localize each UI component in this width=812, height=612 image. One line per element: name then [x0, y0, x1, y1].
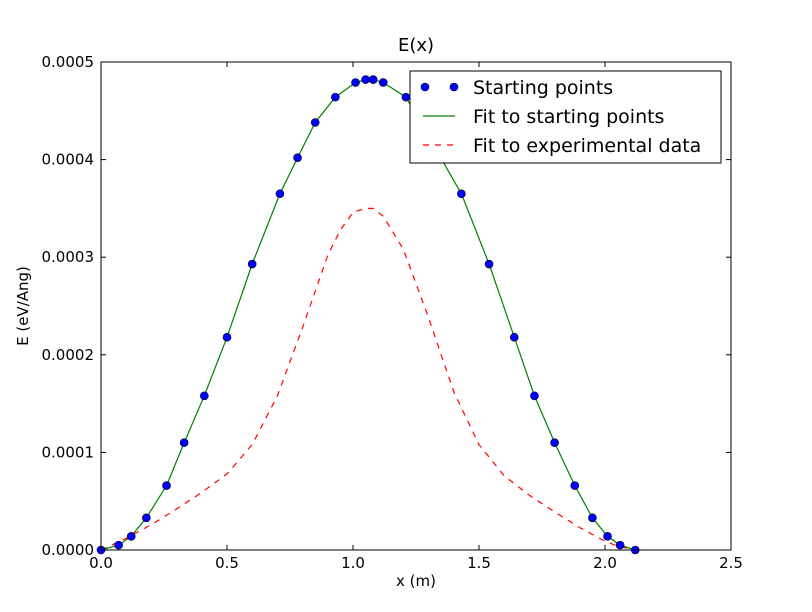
legend: Starting points Fit to starting points F… — [409, 70, 722, 164]
data-point-starting-points — [484, 259, 494, 269]
legend-marker-starting-points — [449, 82, 459, 92]
data-point-starting-points — [142, 513, 151, 523]
data-point-starting-points — [550, 438, 559, 447]
series-line-fit-to-starting-points — [100, 78, 636, 551]
x-tick-label: 1.0 — [341, 554, 365, 572]
data-point-starting-points — [361, 75, 370, 84]
data-point-starting-points — [275, 189, 285, 199]
data-point-starting-points — [368, 75, 378, 84]
data-point-starting-points — [114, 540, 123, 550]
legend-marker-starting-points — [420, 82, 430, 92]
legend-label-starting-points: Starting points — [473, 77, 613, 99]
chart-title: E(x) — [398, 35, 434, 56]
x-tick-label: 0.0 — [89, 554, 113, 572]
x-tick-label: 0.5 — [215, 554, 239, 572]
data-point-starting-points — [200, 391, 209, 401]
plot-frame — [100, 61, 732, 551]
legend-box — [409, 70, 722, 164]
data-point-starting-points — [509, 332, 519, 342]
data-point-starting-points — [293, 153, 302, 162]
data-point-starting-points — [310, 118, 320, 127]
data-point-starting-points — [247, 259, 257, 269]
data-point-starting-points — [615, 540, 625, 550]
x-tick-label: 2.5 — [719, 554, 743, 572]
y-tick-label: 0.0003 — [42, 248, 95, 266]
y-tick-label: 0.0004 — [42, 151, 95, 169]
y-axis-label: E (eV/Ang) — [14, 266, 32, 346]
legend-label-fit-starting-points: Fit to starting points — [473, 106, 664, 128]
x-tick-label: 1.5 — [467, 554, 491, 572]
x-axis-label: x (m) — [396, 572, 436, 590]
y-tick-label: 0.0000 — [42, 541, 95, 559]
plot-content — [96, 75, 640, 555]
legend-entry-fit-experimental: Fit to experimental data — [423, 135, 701, 157]
x-tick-label: 2.0 — [593, 554, 617, 572]
data-point-starting-points — [162, 481, 171, 490]
y-tick-label: 0.0001 — [42, 443, 95, 461]
axes: 0.0 0.5 1.0 1.5 2.0 2.5 0.0000 0.0001 0.0002 0.00… — [42, 53, 743, 572]
series-line-fit-to-experimental-data — [100, 207, 636, 551]
data-point-starting-points — [588, 513, 597, 523]
data-point-starting-points — [603, 532, 612, 541]
data-point-starting-points — [179, 438, 189, 447]
y-tick-label: 0.0002 — [42, 346, 95, 364]
legend-label-fit-experimental: Fit to experimental data — [473, 135, 701, 157]
data-point-starting-points — [457, 189, 466, 199]
data-point-starting-points — [331, 92, 340, 102]
data-point-starting-points — [378, 78, 388, 87]
data-point-starting-points — [222, 332, 232, 342]
data-point-starting-points — [351, 78, 360, 87]
y-tick-label: 0.0005 — [42, 53, 95, 71]
legend-entry-fit-starting-points: Fit to starting points — [423, 106, 664, 128]
data-point-starting-points — [126, 532, 136, 541]
data-point-starting-points — [530, 391, 539, 401]
data-point-starting-points — [570, 481, 580, 490]
legend-entry-starting-points: Starting points — [420, 77, 613, 99]
data-point-starting-points — [401, 92, 411, 102]
